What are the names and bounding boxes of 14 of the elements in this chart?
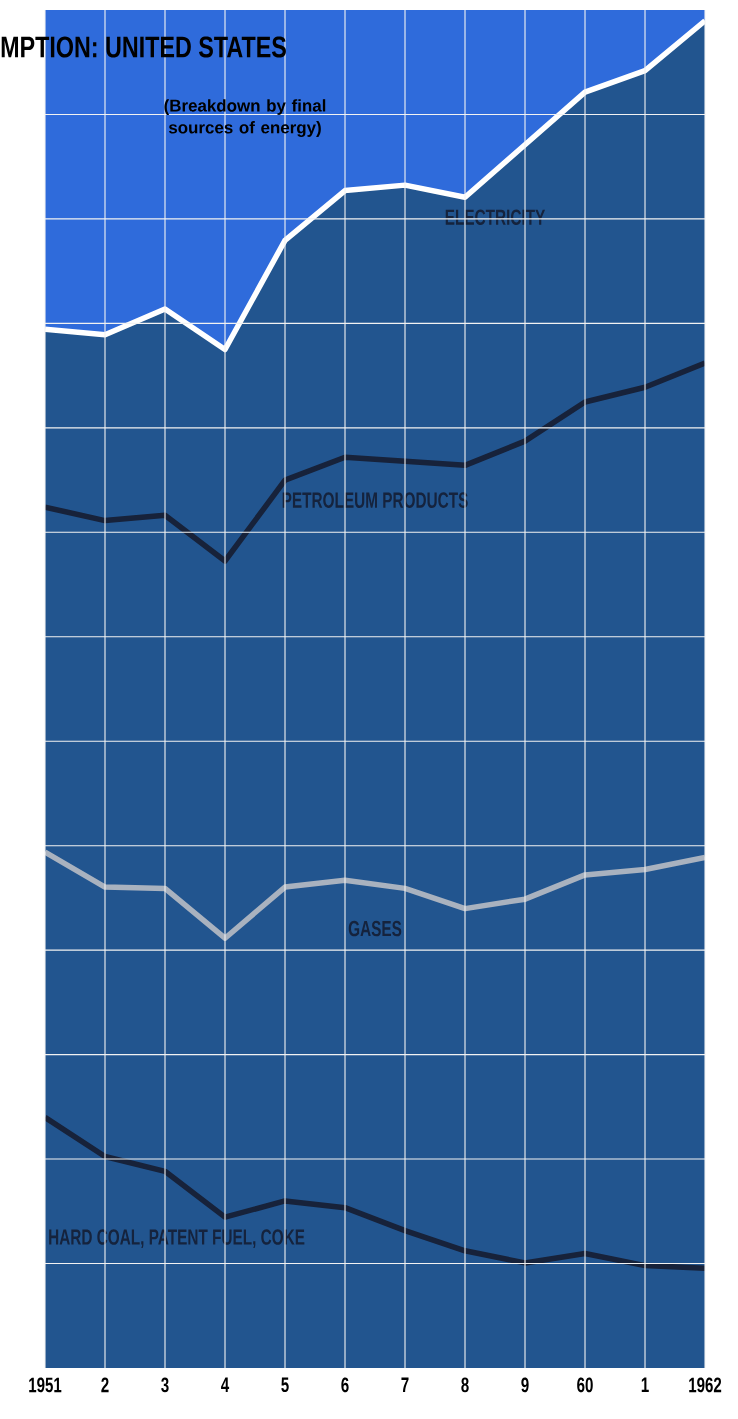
x-tick-label: 60 <box>577 1377 593 1393</box>
x-tick-label: 3 <box>161 1377 169 1393</box>
x-tick-label: 2 <box>101 1377 109 1393</box>
x-tick-label: 1962 <box>689 1377 722 1393</box>
x-tick-label: 9 <box>521 1377 529 1393</box>
x-tick-label: 6 <box>341 1377 349 1393</box>
x-tick-label: 4 <box>221 1377 230 1392</box>
x-tick-label: 5 <box>281 1377 289 1393</box>
x-tick-label: 1951 <box>29 1377 62 1393</box>
x-tick-label: 1 <box>641 1377 649 1392</box>
series-label: GASES <box>348 920 402 937</box>
x-tick-label: 8 <box>461 1377 469 1393</box>
x-tick-label: 7 <box>401 1377 409 1392</box>
text: (Breakdown by final sources of energy) <box>164 99 326 137</box>
